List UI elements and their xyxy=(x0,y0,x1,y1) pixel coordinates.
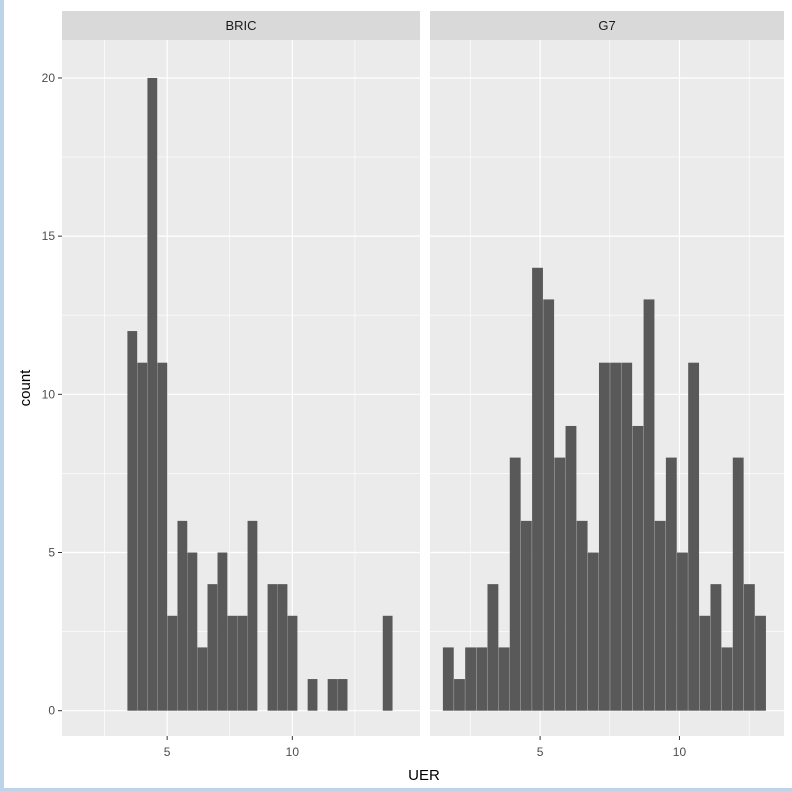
histogram-bar xyxy=(532,267,543,711)
histogram-bar xyxy=(654,520,666,711)
y-tick-label: 20 xyxy=(42,71,56,85)
histogram-bar xyxy=(217,552,228,711)
histogram-bar xyxy=(442,647,454,711)
histogram-bar xyxy=(465,647,477,711)
facet-strip xyxy=(62,11,420,40)
histogram-bar xyxy=(554,457,566,711)
x-tick-label: 10 xyxy=(286,745,300,759)
x-tick-label: 10 xyxy=(673,745,687,759)
histogram-bar xyxy=(177,520,188,711)
histogram-bar xyxy=(382,615,393,711)
histogram-bar xyxy=(167,615,178,711)
histogram-bar xyxy=(207,584,218,711)
x-tick-label: 5 xyxy=(537,745,544,759)
x-tick-label: 5 xyxy=(164,745,171,759)
histogram-bar xyxy=(454,679,465,711)
histogram-bar xyxy=(147,77,158,711)
histogram-bar xyxy=(307,679,318,711)
facet-strip-label: BRIC xyxy=(225,18,256,33)
histogram-bar xyxy=(598,362,610,711)
histogram-bar xyxy=(197,647,208,711)
window-bottom-border xyxy=(0,788,792,791)
histogram-bar xyxy=(732,457,744,711)
histogram-bar xyxy=(610,362,621,711)
window-left-border xyxy=(0,0,4,791)
histogram-bar xyxy=(665,457,677,711)
histogram-bar xyxy=(643,299,655,711)
histogram-bar xyxy=(476,647,488,711)
histogram-bar xyxy=(327,679,338,711)
histogram-bar xyxy=(247,520,258,711)
histogram-bar xyxy=(137,362,148,711)
y-axis-title: count xyxy=(17,369,34,407)
histogram-bar xyxy=(755,615,766,711)
histogram-bar xyxy=(277,584,288,711)
x-axis-title: UER xyxy=(408,767,440,784)
histogram-bar xyxy=(743,584,755,711)
histogram-bar xyxy=(721,647,733,711)
histogram-bar xyxy=(576,520,588,711)
y-tick-label: 10 xyxy=(42,387,56,401)
histogram-bar xyxy=(520,520,532,711)
y-tick-label: 15 xyxy=(42,229,56,243)
histogram-bar xyxy=(621,362,633,711)
histogram-bar xyxy=(565,425,577,711)
histogram-bar xyxy=(267,584,278,711)
histogram-bar xyxy=(677,552,688,711)
histogram-bar xyxy=(487,584,499,711)
histogram-bar xyxy=(688,362,700,711)
histogram-bar xyxy=(498,647,510,711)
y-tick-label: 5 xyxy=(48,546,55,560)
histogram-bar xyxy=(710,584,722,711)
facet-strip xyxy=(430,11,784,40)
histogram-bar xyxy=(509,457,521,711)
histogram-bar xyxy=(237,615,248,711)
histogram-bar xyxy=(227,615,238,711)
histogram-bar xyxy=(587,552,599,711)
histogram-bar xyxy=(187,552,198,711)
y-tick-label: 0 xyxy=(48,704,55,718)
histogram-bar xyxy=(337,679,348,711)
histogram-bar xyxy=(127,331,138,711)
histogram-bar xyxy=(632,425,644,711)
histogram-bar xyxy=(543,299,555,711)
histogram-bar xyxy=(699,615,711,711)
facet-strip-label: G7 xyxy=(598,18,615,33)
histogram-bar xyxy=(287,615,298,711)
histogram-bar xyxy=(157,362,168,711)
